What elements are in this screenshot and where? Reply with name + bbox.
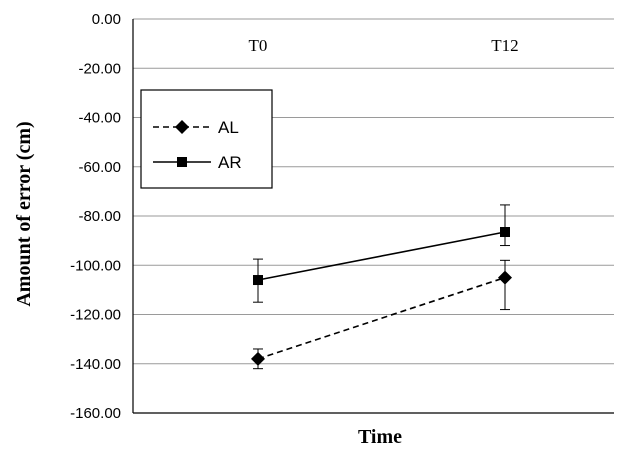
y-tick-label: -40.00 — [78, 110, 121, 127]
x-category-label: T12 — [491, 36, 518, 55]
y-tick-label: -20.00 — [78, 60, 121, 77]
y-tick-label: -120.00 — [70, 307, 121, 324]
legend-box — [140, 89, 273, 189]
legend-label-al: AL — [218, 118, 239, 137]
y-tick-label: -160.00 — [70, 405, 121, 422]
data-point-al — [251, 351, 265, 366]
x-category-labels: T0 T12 — [249, 36, 519, 55]
legend-marker-ar-icon — [177, 157, 187, 167]
y-tick-label: -60.00 — [78, 159, 121, 176]
y-axis-tick-labels: 0.00 -20.00 -40.00 -60.00 -80.00 -100.00 -120.… — [70, 11, 121, 422]
legend-label-ar: AR — [218, 153, 242, 172]
legend: AL AR — [140, 89, 273, 189]
series-line-ar — [257, 231, 506, 281]
data-point-ar — [253, 275, 263, 286]
series-line-al — [257, 276, 506, 360]
legend-marker-al-icon — [175, 120, 189, 134]
x-axis-title: Time — [358, 426, 402, 448]
y-tick-label: -100.00 — [70, 257, 121, 274]
grid-lines — [133, 18, 614, 414]
plot-series — [251, 204, 512, 370]
y-axis-title: Amount of error (cm) — [13, 121, 35, 306]
y-tick-label: -140.00 — [70, 356, 121, 373]
y-tick-label: -80.00 — [78, 208, 121, 225]
data-point-al — [498, 270, 512, 285]
x-category-label: T0 — [249, 36, 268, 55]
y-tick-label: 0.00 — [92, 11, 121, 28]
data-point-ar — [500, 227, 510, 238]
